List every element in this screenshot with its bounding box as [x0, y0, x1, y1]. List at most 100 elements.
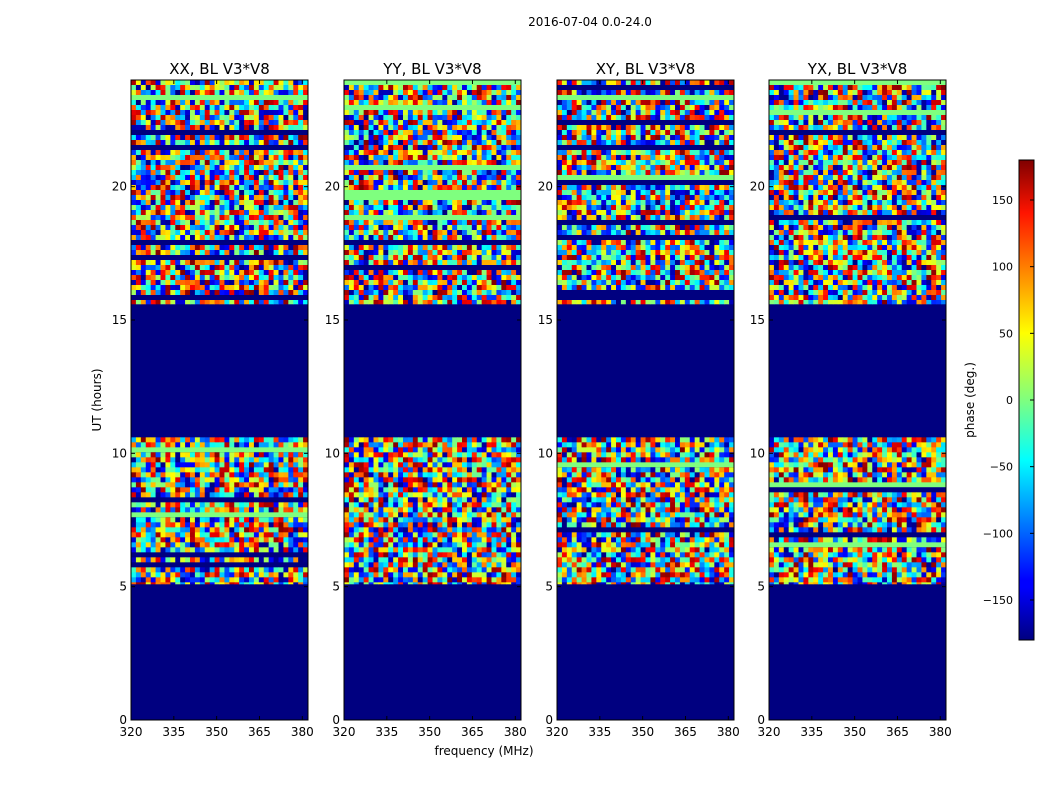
phase-cell — [234, 522, 240, 528]
phase-cell — [170, 185, 176, 191]
phase-cell — [278, 492, 284, 498]
phase-cell — [229, 462, 235, 468]
phase-cell — [427, 285, 433, 291]
phase-cell — [170, 502, 176, 508]
phase-cell — [244, 457, 250, 463]
phase-cell — [219, 285, 225, 291]
phase-cell — [576, 467, 582, 473]
phase-cell — [496, 572, 502, 578]
phase-cell — [496, 482, 502, 488]
phase-cell — [466, 577, 473, 583]
phase-cell — [263, 462, 270, 468]
phase-cell — [303, 245, 309, 251]
phase-cell — [383, 270, 389, 276]
phase-cell — [214, 280, 220, 286]
phase-cell — [403, 220, 409, 226]
phase-cell — [665, 447, 671, 453]
phase-cell — [199, 245, 206, 251]
phase-cell — [363, 205, 369, 211]
phase-cell — [190, 100, 196, 106]
phase-cell — [491, 120, 497, 126]
phase-cell — [427, 145, 433, 151]
phase-cell — [437, 275, 443, 281]
phase-cell — [452, 135, 458, 141]
phase-cell — [373, 457, 379, 463]
phase-cell — [403, 250, 409, 256]
phase-cell — [145, 522, 152, 528]
phase-cell — [170, 517, 176, 523]
phase-cell — [491, 507, 497, 513]
phase-cell — [165, 285, 171, 291]
phase-cell — [447, 567, 453, 573]
phase-cell — [432, 547, 438, 553]
phase-cell — [491, 260, 497, 266]
phase-cell — [244, 140, 250, 146]
phase-cell — [481, 452, 487, 458]
phase-cell — [160, 245, 166, 251]
phase-cell — [466, 497, 473, 503]
phase-cell — [224, 125, 230, 131]
phase-cell — [288, 210, 294, 216]
phase-cell — [437, 447, 443, 453]
phase-cell — [234, 105, 240, 111]
phase-cell — [383, 507, 389, 513]
phase-cell — [462, 280, 468, 286]
phase-cell — [194, 105, 201, 111]
phase-cell — [268, 270, 274, 276]
phase-cell — [135, 452, 142, 458]
phase-cell — [253, 115, 260, 121]
phase-cell — [293, 185, 299, 191]
phase-cell — [378, 547, 384, 553]
phase-cell — [194, 125, 201, 131]
phase-cell — [344, 150, 350, 156]
phase-cell — [407, 180, 414, 186]
phase-cell — [131, 547, 137, 553]
phase-cell — [403, 185, 409, 191]
phase-cell — [457, 447, 463, 453]
x-axis-label: frequency (MHz) — [434, 744, 533, 758]
phase-cell — [596, 452, 602, 458]
phase-cell — [471, 155, 478, 161]
phase-cell — [422, 250, 428, 256]
phase-cell — [145, 125, 152, 131]
phase-cell — [496, 160, 502, 166]
phase-cell — [190, 90, 196, 96]
phase-cell — [442, 462, 448, 468]
phase-cell — [253, 572, 260, 578]
phase-cell — [511, 542, 517, 548]
phase-cell — [417, 507, 424, 513]
phase-cell — [476, 527, 483, 533]
phase-cell — [368, 110, 374, 116]
phase-cell — [383, 572, 389, 578]
phase-cell — [194, 522, 201, 528]
phase-cell — [145, 472, 152, 478]
phase-cell — [506, 502, 512, 508]
phase-cell — [298, 532, 304, 538]
phase-cell — [303, 285, 309, 291]
phase-cell — [442, 482, 448, 488]
phase-cell — [689, 452, 696, 458]
phase-cell — [432, 230, 438, 236]
phase-cell — [491, 170, 497, 176]
phase-cell — [403, 205, 409, 211]
phase-cell — [239, 522, 245, 528]
phase-cell — [278, 300, 284, 305]
phase-cell — [471, 507, 478, 513]
phase-cell — [160, 502, 166, 508]
phase-cell — [180, 507, 186, 513]
phase-cell — [466, 235, 473, 241]
phase-cell — [303, 492, 309, 498]
phase-cell — [452, 115, 458, 121]
phase-cell — [403, 255, 409, 261]
phase-cell — [258, 487, 265, 493]
phase-cell — [219, 245, 225, 251]
phase-cell — [253, 462, 260, 468]
phase-cell — [293, 165, 299, 171]
phase-cell — [442, 90, 448, 96]
phase-cell — [403, 567, 409, 573]
phase-cell — [466, 140, 473, 146]
phase-cell — [209, 290, 215, 296]
phase-cell — [501, 110, 507, 116]
phase-cell — [219, 170, 225, 176]
phase-cell — [194, 220, 201, 226]
